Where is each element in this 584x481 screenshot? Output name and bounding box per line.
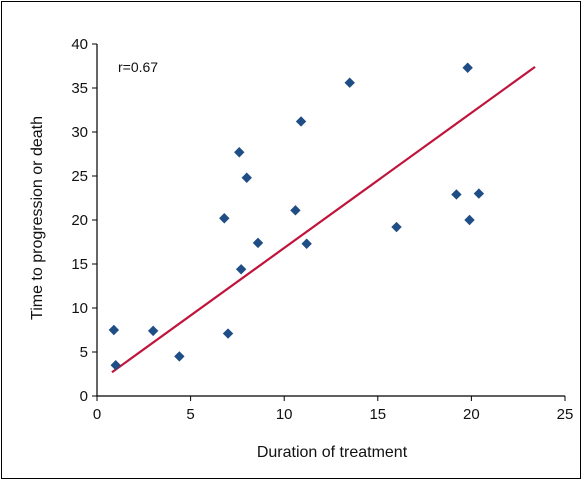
- data-points: [108, 62, 485, 371]
- data-point: [252, 237, 264, 249]
- data-point: [301, 238, 312, 249]
- x-tick-label: 0: [93, 406, 101, 423]
- data-point: [222, 328, 234, 339]
- data-point: [464, 214, 475, 226]
- data-point: [473, 188, 485, 199]
- x-axis-title: Duration of treatment: [257, 444, 408, 461]
- x-tick-label: 5: [186, 406, 194, 423]
- axes: 0 5 10 15 20 25 30 35 40 0 5 10 15 20 25: [71, 36, 573, 423]
- trendline-group: [111, 65, 536, 374]
- data-point: [235, 264, 247, 275]
- y-tick-label: 0: [80, 388, 88, 405]
- trendline: [111, 65, 536, 374]
- x-tick-label: 25: [557, 406, 574, 423]
- data-point: [108, 324, 120, 336]
- y-tick-label: 25: [71, 168, 88, 185]
- y-tick-label: 5: [80, 344, 88, 361]
- data-point: [241, 172, 252, 183]
- y-axis-title: Time to progression or death: [29, 116, 46, 320]
- data-point: [451, 189, 462, 200]
- y-tick-label: 40: [71, 36, 88, 53]
- data-point: [290, 205, 301, 216]
- x-tick-label: 15: [369, 406, 386, 423]
- y-tick-label: 20: [71, 212, 88, 229]
- data-point: [110, 360, 121, 371]
- y-tick-label: 35: [71, 80, 88, 97]
- data-point: [219, 213, 230, 224]
- data-point: [174, 351, 185, 362]
- data-point: [295, 116, 307, 127]
- data-point: [344, 77, 355, 88]
- x-tick-label: 10: [276, 406, 293, 423]
- x-tick-label: 20: [463, 406, 480, 423]
- data-point: [147, 325, 159, 337]
- data-point: [462, 62, 473, 73]
- y-tick-label: 10: [71, 300, 88, 317]
- data-point: [391, 221, 402, 233]
- correlation-annotation: r=0.67: [118, 59, 158, 75]
- y-tick-label: 15: [71, 256, 88, 273]
- y-tick-label: 30: [71, 124, 88, 141]
- data-point: [234, 147, 245, 158]
